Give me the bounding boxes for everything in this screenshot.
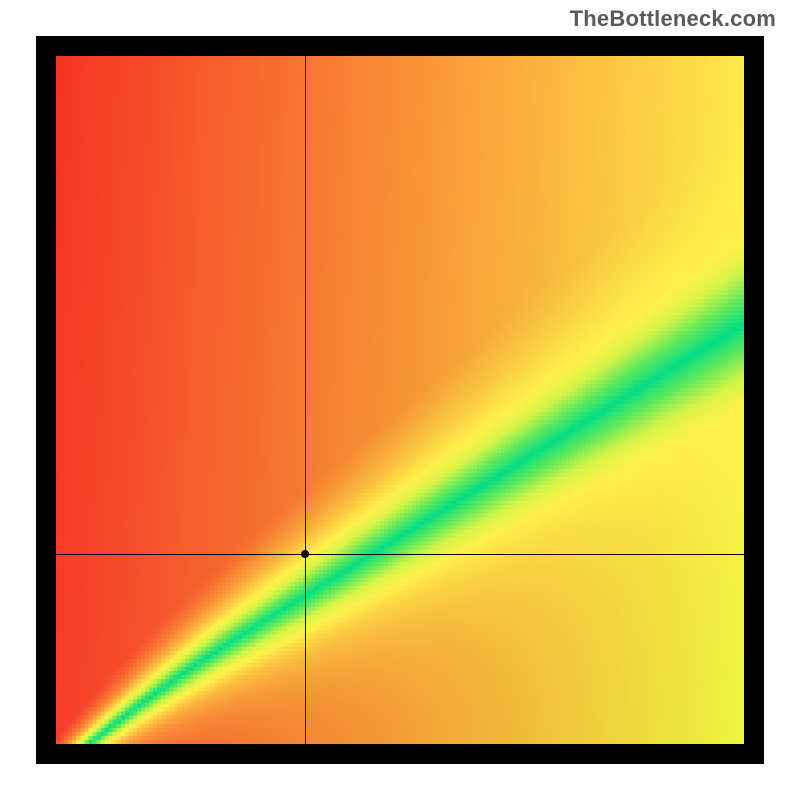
watermark-text: TheBottleneck.com bbox=[570, 6, 776, 32]
crosshair-vertical bbox=[305, 56, 306, 744]
chart-container: TheBottleneck.com bbox=[0, 0, 800, 800]
heatmap-canvas bbox=[56, 56, 744, 744]
plot-area bbox=[36, 36, 764, 764]
crosshair-horizontal bbox=[56, 554, 744, 555]
crosshair-marker bbox=[301, 550, 309, 558]
